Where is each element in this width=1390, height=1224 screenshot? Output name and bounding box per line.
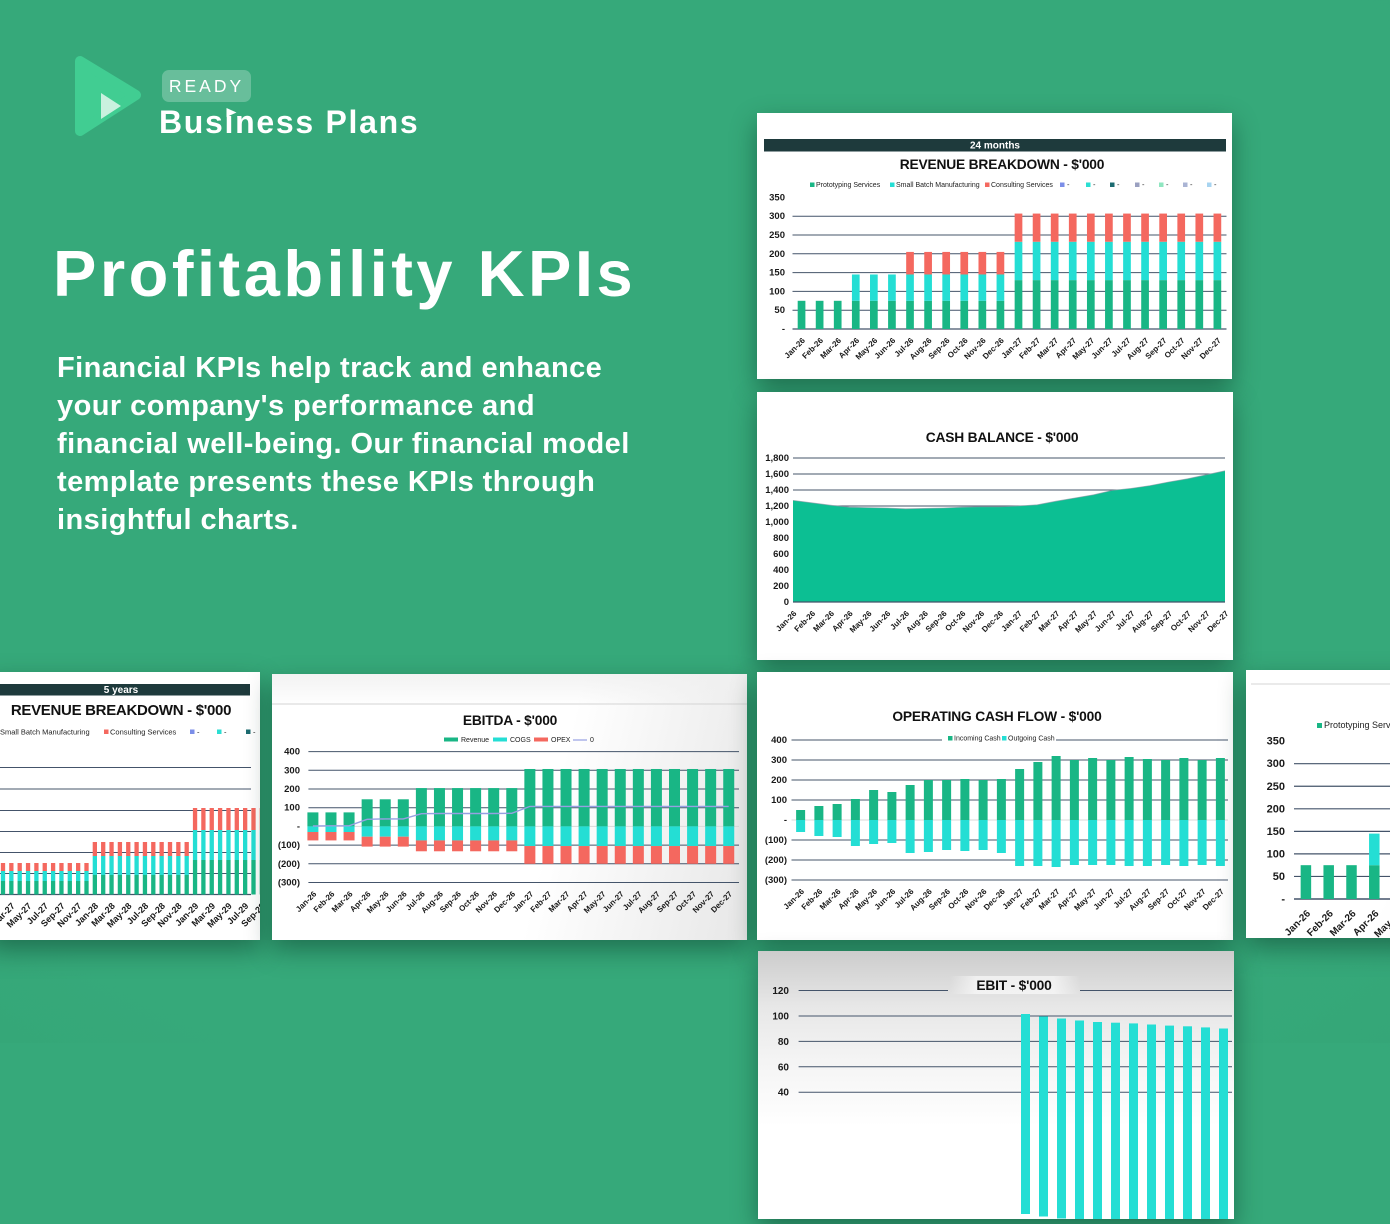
svg-text:100: 100 [284,803,300,814]
svg-text:Jun-27: Jun-27 [1093,609,1118,634]
svg-text:-: - [782,324,785,335]
svg-text:-: - [297,821,300,832]
svg-text:-: - [224,728,227,737]
svg-text:(100): (100) [278,840,300,851]
svg-text:100: 100 [1267,848,1285,860]
svg-text:400: 400 [284,747,300,758]
svg-text:Small Batch Manufacturing: Small Batch Manufacturing [896,182,980,189]
svg-text:300: 300 [1267,758,1285,770]
svg-text:200: 200 [771,775,787,786]
svg-text:150: 150 [1267,826,1285,838]
svg-text:100: 100 [772,1012,789,1023]
svg-text:150: 150 [769,268,785,279]
svg-text:300: 300 [284,765,300,776]
svg-text:Sep-27: Sep-27 [1149,609,1174,634]
svg-text:EBIT - $'000: EBIT - $'000 [976,978,1052,993]
svg-text:1,000: 1,000 [765,517,789,528]
svg-text:Incoming Cash: Incoming Cash [954,736,1001,743]
svg-text:Revenue: Revenue [461,737,489,744]
svg-text:Dec-27: Dec-27 [1205,609,1230,634]
svg-text:250: 250 [769,230,785,241]
svg-text:50: 50 [1273,871,1285,883]
svg-text:Jun-26: Jun-26 [873,887,898,912]
svg-text:Small Batch Manufacturing: Small Batch Manufacturing [0,728,90,737]
svg-text:Consulting Services: Consulting Services [991,182,1053,189]
svg-text:0: 0 [590,737,594,744]
svg-text:-: - [253,728,256,737]
svg-text:350: 350 [769,192,785,203]
svg-text:Jun-27: Jun-27 [1092,887,1117,912]
svg-text:CASH BALANCE - $'000: CASH BALANCE - $'000 [926,430,1079,445]
svg-text:-: - [784,815,787,826]
svg-text:-: - [1190,180,1193,189]
svg-text:200: 200 [769,249,785,260]
svg-text:300: 300 [771,755,787,766]
svg-text:-: - [197,728,200,737]
svg-text:600: 600 [773,549,789,560]
svg-text:(100): (100) [765,835,787,846]
svg-text:0: 0 [784,597,789,608]
svg-text:60: 60 [778,1062,790,1073]
svg-text:Consulting Services: Consulting Services [110,728,177,737]
svg-text:120: 120 [772,986,789,997]
svg-text:REVENUE BREAKDOWN - $'000: REVENUE BREAKDOWN - $'000 [900,157,1105,172]
svg-text:24 months: 24 months [970,141,1020,152]
svg-text:(300): (300) [765,875,787,886]
svg-text:800: 800 [773,533,789,544]
svg-text:40: 40 [778,1088,790,1099]
svg-text:-: - [1166,180,1169,189]
svg-text:200: 200 [773,581,789,592]
svg-text:250: 250 [1267,781,1285,793]
svg-text:5 years: 5 years [104,685,139,696]
svg-text:-: - [1117,180,1120,189]
svg-text:1,200: 1,200 [765,501,789,512]
svg-text:(200): (200) [765,855,787,866]
svg-text:Outgoing Cash: Outgoing Cash [1008,736,1055,743]
svg-text:1,400: 1,400 [765,485,789,496]
svg-text:Jun-26: Jun-26 [868,609,893,634]
svg-text:Jun-27: Jun-27 [601,889,626,914]
svg-text:1,800: 1,800 [765,453,789,464]
svg-text:100: 100 [771,795,787,806]
svg-text:OPEX: OPEX [551,737,571,744]
svg-text:200: 200 [1267,803,1285,815]
svg-text:(200): (200) [278,859,300,870]
svg-text:EBITDA - $'000: EBITDA - $'000 [463,713,558,728]
svg-text:(300): (300) [278,878,300,889]
svg-text:OPERATING CASH FLOW - $'000: OPERATING CASH FLOW - $'000 [892,709,1102,724]
svg-text:350: 350 [1267,736,1285,748]
svg-text:80: 80 [778,1037,790,1048]
svg-text:-: - [1067,180,1070,189]
svg-text:COGS: COGS [510,737,531,744]
svg-text:50: 50 [774,305,785,316]
svg-text:-: - [1281,894,1285,906]
svg-text:Prototyping Services: Prototyping Services [1324,720,1390,730]
svg-text:Sep-26: Sep-26 [924,609,949,634]
svg-text:-: - [1142,180,1145,189]
svg-text:400: 400 [773,565,789,576]
svg-text:Prototyping Services: Prototyping Services [816,182,881,189]
svg-text:Jun-26: Jun-26 [873,336,898,361]
svg-text:-: - [1214,180,1217,189]
svg-text:300: 300 [769,211,785,222]
svg-text:100: 100 [769,286,785,297]
svg-text:-: - [1093,180,1096,189]
svg-text:Jun-27: Jun-27 [1090,336,1115,361]
svg-text:Jun-26: Jun-26 [384,889,409,914]
svg-text:400: 400 [771,735,787,746]
svg-text:200: 200 [284,784,300,795]
svg-text:Dec-27: Dec-27 [1201,887,1226,912]
svg-text:REVENUE BREAKDOWN - $'000: REVENUE BREAKDOWN - $'000 [11,702,231,719]
svg-text:1,600: 1,600 [765,469,789,480]
